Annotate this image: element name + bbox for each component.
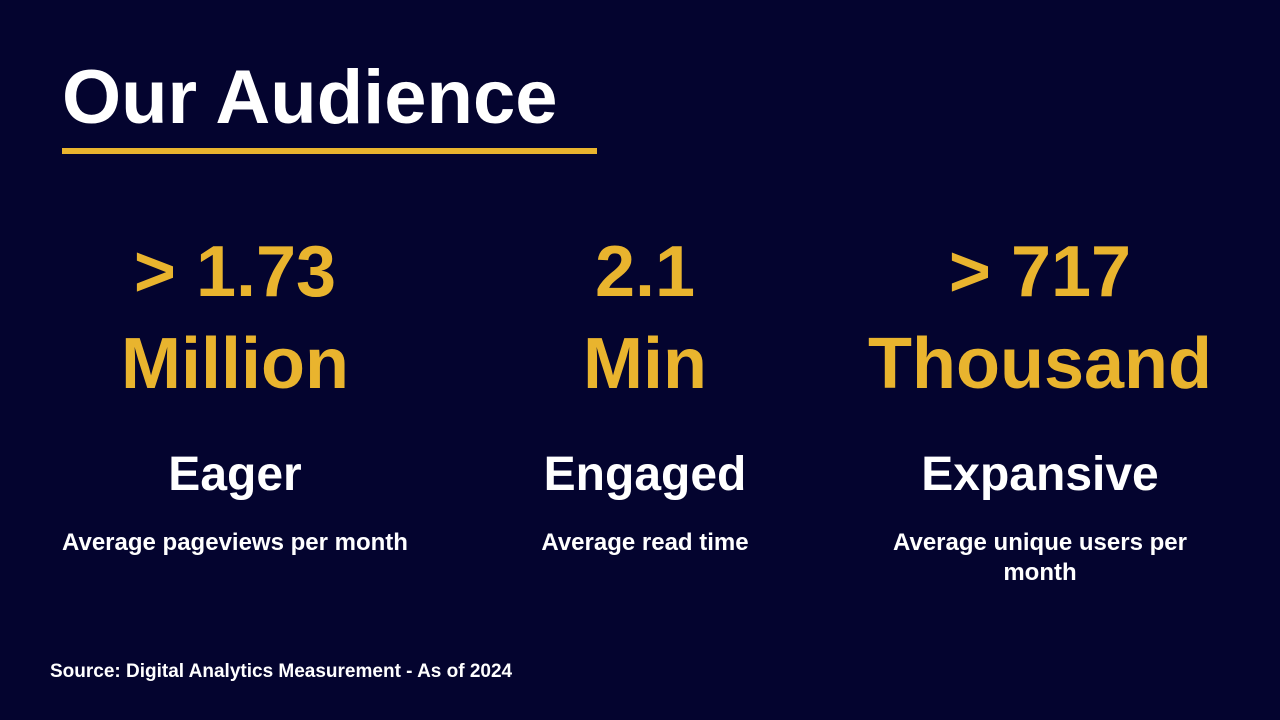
title-underline [62,148,597,154]
stat-description-unique-users: Average unique users per month [893,529,1187,586]
stat-value-line2: Million [121,324,349,404]
stat-description-pageviews: Average pageviews per month [62,529,408,556]
stat-value-line1: 2.1 [594,232,696,312]
stat-value-line2: Thousand [868,324,1212,404]
stat-description-read-time: Average read time [541,529,749,556]
stat-value-unique-users: > 717 Thousand [868,226,1212,410]
stat-label-unique-users: Expansive [921,448,1159,501]
source-note: Source: Digital Analytics Measurement - … [50,661,513,682]
stat-value-read-time: 2.1 Min [583,226,707,410]
stat-label-read-time: Engaged [543,448,747,501]
stat-column-read-time: 2.1 Min Engaged Average read time [470,226,820,588]
stat-column-pageviews: > 1.73 Million Eager Average pageviews p… [0,226,470,588]
stat-value-line2: Min [583,324,707,404]
stat-label-pageviews: Eager [168,448,302,501]
stat-value-pageviews: > 1.73 Million [121,226,349,410]
page-title: Our Audience [62,55,558,140]
stats-row: > 1.73 Million Eager Average pageviews p… [0,226,1280,588]
stat-column-unique-users: > 717 Thousand Expansive Average unique … [820,226,1260,588]
stat-value-line1: > 1.73 [133,232,337,312]
stat-value-line1: > 717 [948,232,1132,312]
